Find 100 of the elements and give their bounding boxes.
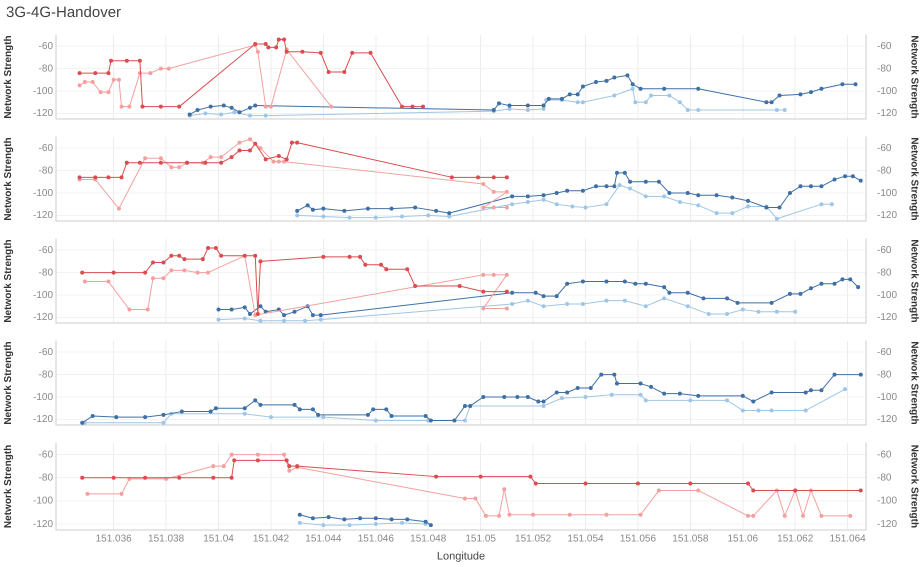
point (819, 86, 824, 91)
point (219, 160, 224, 165)
point (612, 184, 616, 188)
point (536, 399, 540, 404)
y-tick-label: -60 (38, 244, 54, 256)
point (599, 372, 604, 377)
x-tick-label: 151.064 (830, 534, 866, 545)
x-tick-label: 151.058 (672, 534, 709, 545)
point (584, 206, 588, 210)
point (256, 458, 260, 462)
y2-tick-label: -120 (877, 210, 898, 222)
point (310, 407, 315, 412)
point (751, 514, 756, 518)
point (462, 418, 467, 423)
point (272, 160, 276, 164)
point (497, 514, 502, 518)
y2-tick-label: -100 (877, 86, 898, 97)
point (542, 304, 546, 308)
point (230, 308, 234, 312)
point (610, 392, 614, 397)
point (237, 148, 242, 152)
point (161, 260, 166, 265)
point (633, 100, 638, 104)
point (248, 137, 252, 142)
point (321, 415, 326, 420)
point (507, 104, 512, 108)
point (120, 492, 124, 496)
point (526, 298, 530, 303)
point (82, 80, 87, 84)
point (542, 193, 546, 198)
point (777, 206, 782, 210)
point (696, 86, 700, 91)
point (93, 175, 98, 180)
point (242, 305, 247, 310)
point (112, 78, 116, 82)
point (200, 257, 205, 262)
y-tick-label: -120 (32, 414, 54, 426)
point (214, 246, 218, 250)
point (756, 310, 761, 314)
point (284, 157, 289, 162)
point (740, 394, 745, 398)
point (306, 203, 310, 208)
point (143, 415, 148, 420)
point (638, 512, 643, 517)
point (256, 50, 260, 54)
x-tick-label: 151.052 (515, 534, 552, 545)
point (237, 140, 242, 145)
point (565, 282, 570, 286)
y-tick-label: -120 (32, 312, 54, 324)
point (232, 110, 236, 114)
point (526, 108, 530, 112)
point (413, 284, 418, 288)
point (169, 268, 174, 272)
point (604, 512, 608, 517)
point (770, 408, 774, 412)
point (484, 514, 488, 518)
point (329, 104, 334, 109)
point (481, 395, 486, 399)
point (203, 111, 208, 116)
point (656, 180, 661, 184)
point (612, 76, 616, 80)
point (510, 194, 514, 198)
y2-tick-label: -100 (877, 496, 898, 507)
point (554, 202, 559, 206)
point (424, 520, 428, 524)
point (478, 474, 483, 479)
point (746, 514, 750, 518)
point (400, 520, 404, 525)
point (106, 90, 110, 94)
point (856, 285, 860, 290)
point (777, 93, 782, 98)
point (106, 175, 110, 180)
point (177, 104, 182, 109)
y2-tick-label: -60 (877, 244, 892, 256)
point (504, 306, 509, 310)
point (348, 523, 352, 528)
y2-tick-label: -80 (877, 267, 892, 278)
point (686, 304, 690, 308)
point (116, 78, 121, 82)
point (298, 407, 302, 412)
point (318, 318, 323, 322)
point (840, 277, 844, 282)
point (374, 216, 378, 220)
point (166, 66, 171, 71)
point (298, 520, 302, 525)
point (219, 155, 224, 160)
point (764, 100, 768, 104)
point (808, 184, 813, 188)
point (366, 206, 370, 211)
point (644, 398, 648, 402)
point (374, 516, 378, 520)
point (248, 106, 252, 110)
point (363, 262, 368, 267)
point (848, 277, 852, 282)
point (390, 414, 394, 418)
point (98, 90, 103, 94)
point (258, 259, 262, 264)
point (751, 399, 756, 404)
x-tick-label: 151.044 (305, 534, 342, 545)
point (542, 404, 546, 408)
